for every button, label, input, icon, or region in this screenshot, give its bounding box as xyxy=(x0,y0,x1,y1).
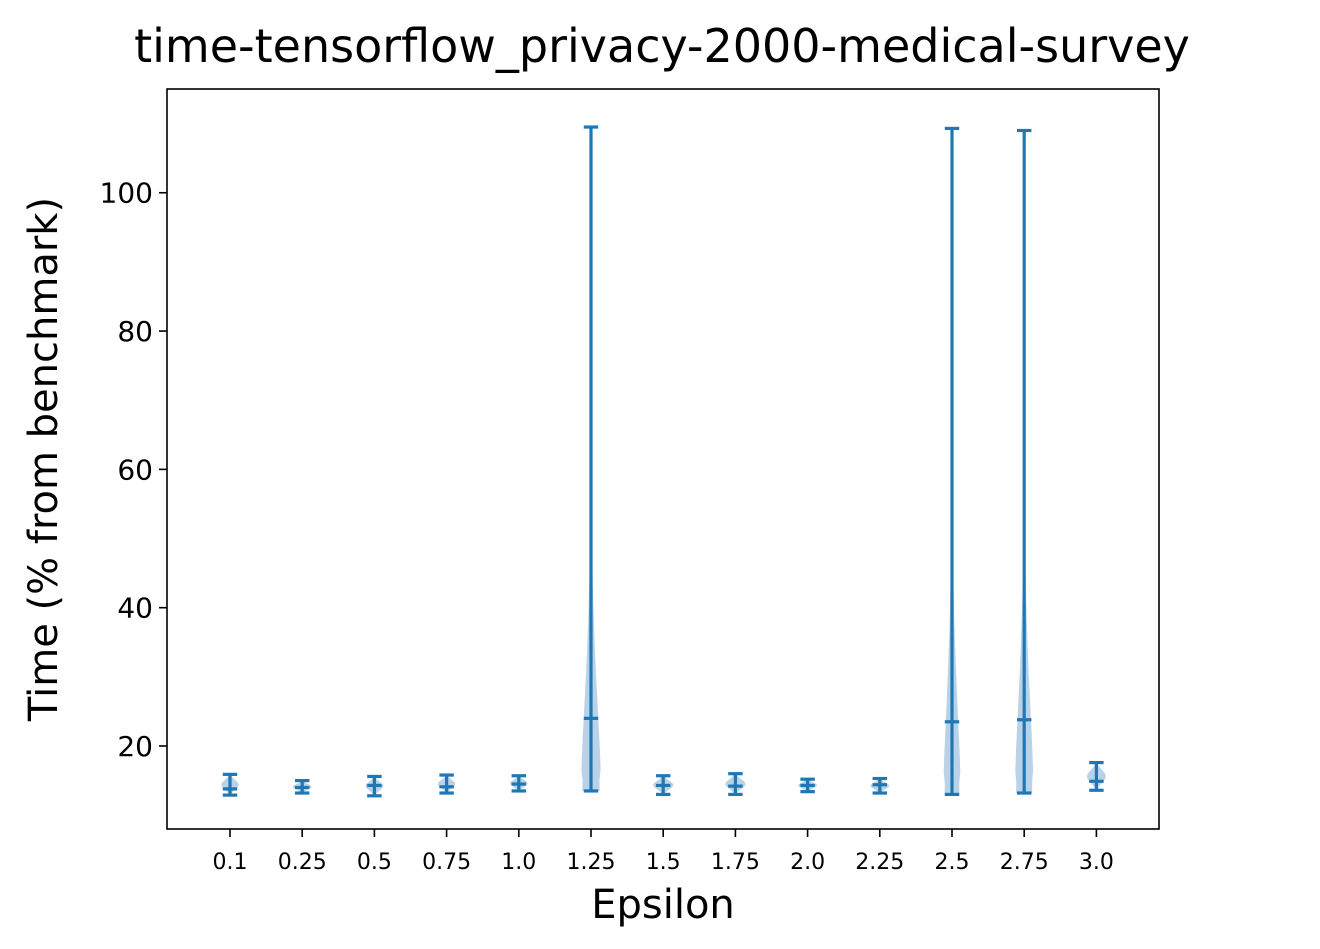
x-tick-label: 0.75 xyxy=(422,850,471,875)
violin-layer xyxy=(221,127,1106,796)
x-axis-label: Epsilon xyxy=(591,882,735,928)
x-tick-label: 2.0 xyxy=(790,850,825,875)
x-tick-label: 0.1 xyxy=(213,850,248,875)
chart-title: time-tensorflow_privacy-2000-medical-sur… xyxy=(134,19,1190,73)
x-tick-label: 1.75 xyxy=(711,850,760,875)
y-tick-label: 80 xyxy=(117,315,153,348)
x-tick-label: 2.25 xyxy=(855,850,904,875)
x-tick-label: 1.25 xyxy=(567,850,616,875)
y-tick-label: 40 xyxy=(117,592,153,625)
x-tick-label: 0.25 xyxy=(278,850,327,875)
x-axis: 0.1 0.25 0.5 0.75 1.0 1.25 1.5 1.75 2.0 2.25 2.5 2.… xyxy=(213,829,1114,875)
x-tick-label: 0.5 xyxy=(357,850,392,875)
x-tick-label: 3.0 xyxy=(1079,850,1114,875)
y-tick-label: 20 xyxy=(117,730,153,763)
x-tick-label: 2.5 xyxy=(935,850,970,875)
x-tick-label: 1.5 xyxy=(646,850,681,875)
whisker-layer xyxy=(222,125,1104,798)
x-tick-label: 1.0 xyxy=(501,850,536,875)
y-axis-label: Time (% from benchmark) xyxy=(21,197,67,722)
plot-frame xyxy=(166,88,1160,830)
y-tick-label: 60 xyxy=(117,453,153,486)
y-axis: 20 40 60 80 100 xyxy=(100,177,167,763)
y-tick-label: 100 xyxy=(100,177,153,210)
x-tick-label: 2.75 xyxy=(1000,850,1049,875)
